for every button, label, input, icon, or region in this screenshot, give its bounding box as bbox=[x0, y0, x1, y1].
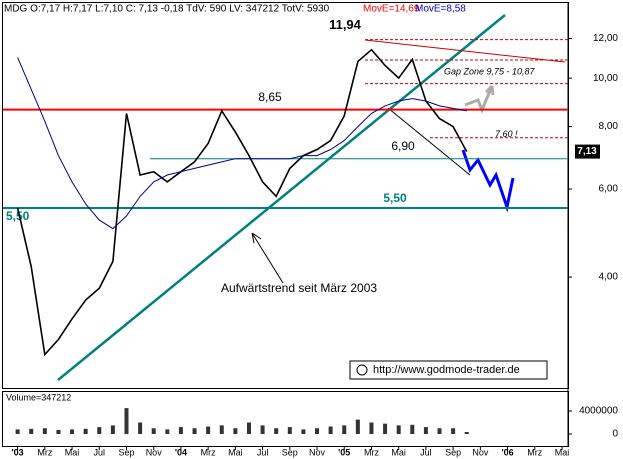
volume-bar bbox=[219, 425, 224, 434]
x-tick-label: Jul bbox=[257, 447, 269, 457]
x-tick-label: Nov bbox=[472, 447, 489, 457]
volume-bar bbox=[451, 428, 456, 434]
volume-bar bbox=[138, 422, 143, 434]
volume-bar bbox=[287, 427, 292, 434]
y-tick-label: 4000000 bbox=[579, 406, 618, 417]
y-tick-label: 4,00 bbox=[599, 272, 619, 283]
ma-legend: MovE=8,58 bbox=[415, 4, 466, 15]
volume-bar bbox=[56, 429, 61, 434]
x-tick-label: '05 bbox=[338, 447, 350, 457]
volume-bar bbox=[383, 423, 388, 434]
x-tick-label: Jul bbox=[420, 447, 432, 457]
x-tick-label: Mrz bbox=[37, 447, 52, 457]
level-label: 5,50 bbox=[383, 191, 407, 205]
volume-bar bbox=[410, 424, 415, 434]
y-tick-label: 10,00 bbox=[593, 73, 618, 84]
last-price-box bbox=[575, 144, 600, 159]
quote-header: MDG O:7,17 H:7,17 L:7,10 C: 7,13 -0,18 T… bbox=[4, 4, 330, 15]
x-tick-label: Sep bbox=[445, 447, 461, 457]
level-label: 11,94 bbox=[329, 17, 362, 32]
volume-bar bbox=[206, 426, 211, 434]
annotation: http://www.godmode-trader.de bbox=[373, 364, 520, 376]
level-label: 5,50 bbox=[6, 209, 30, 223]
x-tick-label: Mai bbox=[555, 447, 570, 457]
level-label: 6,90 bbox=[391, 139, 415, 153]
trend-line bbox=[57, 14, 506, 381]
series-line bbox=[16, 48, 468, 357]
y-tick-label: 0 bbox=[612, 429, 618, 440]
volume-bar bbox=[342, 425, 347, 434]
level-label: 8,65 bbox=[258, 90, 282, 104]
level-label: 7,60 ! bbox=[495, 129, 518, 139]
volume-bar bbox=[246, 422, 251, 434]
volume-bar bbox=[233, 428, 238, 434]
x-tick-label: Nov bbox=[146, 447, 163, 457]
x-tick-label: Mrz bbox=[201, 447, 216, 457]
volume-bar bbox=[301, 429, 306, 434]
triangle-line bbox=[364, 39, 566, 63]
volume-bar bbox=[70, 429, 75, 434]
volume-bar bbox=[15, 429, 20, 434]
x-tick-label: Mai bbox=[391, 447, 406, 457]
y-tick-label: 6,00 bbox=[599, 184, 619, 195]
volume-bar bbox=[151, 428, 156, 434]
x-tick-label: Jul bbox=[94, 447, 106, 457]
last-price-label: 7,13 bbox=[577, 146, 597, 157]
arrow bbox=[251, 232, 284, 284]
y-tick-label: 12,00 bbox=[593, 33, 618, 44]
x-tick-label: Mai bbox=[228, 447, 243, 457]
x-tick-label: Sep bbox=[282, 447, 298, 457]
triangle-line bbox=[387, 107, 471, 176]
volume-bar bbox=[437, 428, 442, 434]
volume-bar bbox=[83, 428, 88, 434]
volume-bar bbox=[369, 422, 374, 434]
x-tick-label: '04 bbox=[175, 447, 187, 457]
volume-bar bbox=[464, 431, 469, 434]
volume-bar bbox=[29, 428, 34, 434]
volume-bar bbox=[192, 428, 197, 434]
volume-title: Volume=347212 bbox=[6, 392, 71, 402]
volume-bar bbox=[315, 428, 320, 434]
x-tick-label: Mai bbox=[65, 447, 80, 457]
x-tick-label: Mrz bbox=[364, 447, 379, 457]
forecast-arrow bbox=[464, 84, 495, 114]
copyright-icon bbox=[356, 364, 368, 376]
series-line bbox=[17, 57, 467, 230]
y-tick-label: 8,00 bbox=[599, 121, 619, 132]
x-tick-label: '03 bbox=[12, 447, 24, 457]
x-tick-label: Mrz bbox=[527, 447, 542, 457]
ma-legend: MovE=14,69 bbox=[363, 4, 420, 15]
volume-bar bbox=[260, 425, 265, 434]
volume-bar bbox=[274, 428, 279, 434]
annotation: Aufwärtstrend seit März 2003 bbox=[221, 281, 377, 295]
chart-layer: 4,00 6,00 8,00 10,00 12,00 '03 Mrz Mai Jul Sep Nov… bbox=[3, 17, 618, 457]
volume-bar bbox=[124, 408, 129, 434]
volume-bar bbox=[42, 428, 47, 434]
volume-bar bbox=[355, 419, 360, 434]
volume-bar bbox=[165, 429, 170, 434]
volume-bar bbox=[396, 425, 401, 434]
volume-bar bbox=[97, 427, 102, 434]
volume-bar bbox=[178, 427, 183, 434]
volume-bar bbox=[423, 427, 428, 434]
volume-bar bbox=[110, 425, 115, 434]
x-tick-label: Nov bbox=[309, 447, 326, 457]
url-box bbox=[349, 360, 548, 380]
x-tick-label: Sep bbox=[118, 447, 134, 457]
volume-bar bbox=[328, 426, 333, 434]
annotation: Gap Zone 9,75 - 10,87 bbox=[444, 66, 536, 76]
x-tick-label: '06 bbox=[501, 447, 513, 457]
